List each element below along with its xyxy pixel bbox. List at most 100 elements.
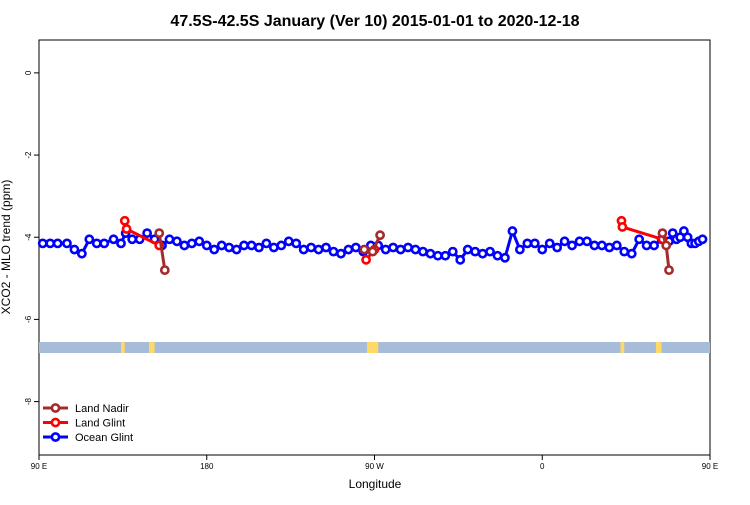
y-tick-label: -6 [24,315,33,323]
data-point [209,244,220,255]
legend-label: Ocean Glint [75,432,133,444]
data-point [492,250,503,261]
data-point [418,246,428,257]
legend-label: Land Glint [75,418,125,430]
data-point [596,240,607,251]
data-point [164,234,175,245]
data-point [500,252,510,263]
x-axis: 90 E 180 90 W 0 90 E [31,455,718,471]
data-point [239,240,249,251]
data-point [224,242,235,253]
data-point [350,242,361,253]
legend-swatch-marker [50,432,61,442]
data-point [425,248,436,259]
data-point [432,250,443,261]
data-point [254,242,264,253]
data-point [410,244,421,255]
data-point [611,240,622,251]
data-point [697,234,708,245]
data-point [361,254,372,265]
data-point [246,240,257,251]
legend-label: Land Nadir [75,403,129,415]
data-point [343,244,354,255]
data-point [159,265,170,275]
data-point [291,238,302,249]
data-point [626,248,637,259]
data-point [116,238,126,249]
x-tick-label: 0 [540,462,545,471]
data-point [76,248,87,259]
data-point [99,238,110,249]
data-point [313,244,324,255]
data-point [261,238,272,249]
data-point [440,250,451,261]
series-line [157,232,167,271]
land-band [620,342,625,353]
data-point [108,234,119,245]
y-tick-label: 0 [24,70,33,75]
data-point [328,246,339,257]
data-point [37,238,48,249]
data-point [127,234,138,245]
data-point [661,240,672,251]
data-point [477,248,488,259]
data-point [395,244,406,255]
legend-item: Land Glint [43,418,125,430]
data-point [552,242,563,253]
data-point [574,236,585,247]
legend: Land Nadir Land Glint Ocean Glint [43,403,133,444]
series-land-nadir [154,228,674,275]
land-band [121,342,125,353]
data-point [119,215,130,226]
data-point [567,240,577,251]
data-point [321,242,331,253]
data-point [194,236,205,247]
y-tick-label: -2 [24,151,33,159]
data-point [664,265,674,275]
data-point [186,238,197,249]
legend-item: Land Nadir [43,403,129,415]
data-point [657,228,668,239]
x-axis-label: Longitude [349,477,402,491]
y-tick-label: -4 [24,233,33,241]
data-point [641,240,652,251]
x-tick-label: 90 E [31,462,47,471]
data-point [306,242,317,253]
y-tick-label: -8 [24,397,33,405]
data-point [45,238,56,249]
data-point [604,242,615,253]
data-point [121,224,132,234]
data-point [201,240,212,251]
data-point [216,240,227,251]
data-point [52,238,63,249]
data-point [403,242,413,253]
data-point [268,242,279,253]
land-band [655,342,662,353]
data-point [537,244,548,255]
data-point [649,240,659,251]
data-point [544,238,555,249]
data-point [634,234,645,245]
land-band [367,342,379,353]
data-point [84,234,95,245]
data-point [367,246,378,257]
data-point [455,254,466,265]
x-tick-label: 180 [200,462,214,471]
data-point [298,244,309,255]
data-point [231,244,242,255]
data-point [283,236,294,247]
chart-title: 47.5S-42.5S January (Ver 10) 2015-01-01 … [170,13,579,30]
data-point [617,222,628,232]
data-point [529,238,540,249]
data-point [62,238,72,249]
land-band [148,342,155,353]
legend-item: Ocean Glint [43,432,133,444]
data-point [522,238,533,249]
data-point [589,240,600,251]
x-tick-label: 90 E [702,462,718,471]
data-point [142,228,153,239]
data-point [359,244,370,255]
data-point [619,246,630,257]
data-point [276,240,287,251]
